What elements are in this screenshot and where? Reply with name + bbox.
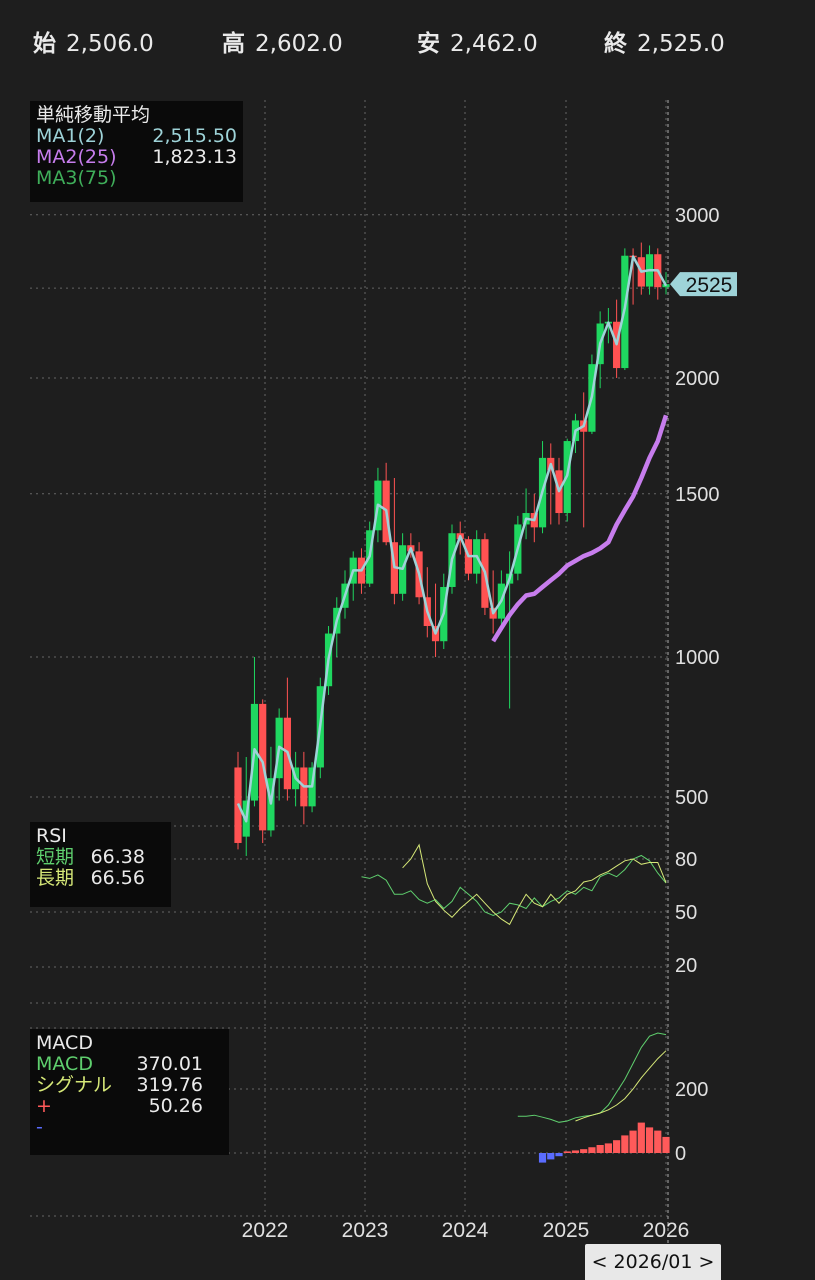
macd-histogram-bar bbox=[637, 1122, 645, 1153]
macd-histogram-bar bbox=[613, 1140, 621, 1153]
rsi-long-row: 長期 66.56 bbox=[36, 867, 145, 889]
date-navigator[interactable]: < 2026/01 > bbox=[585, 1244, 721, 1280]
ma1-row: MA1(2) 2,515.50 bbox=[36, 125, 237, 147]
last-price-label: 2525 bbox=[686, 274, 733, 297]
macd-histogram-bar bbox=[571, 1150, 580, 1153]
macd-histogram-bar bbox=[555, 1153, 563, 1157]
rsi-tick-label: 20 bbox=[675, 955, 697, 977]
macd-histogram-bar bbox=[588, 1147, 596, 1153]
rsi-short-line bbox=[361, 854, 667, 917]
macd-histogram-bar bbox=[547, 1153, 555, 1160]
ma-legend: 単純移動平均 MA1(2) 2,515.50 MA2(25) 1,823.13 MA… bbox=[30, 101, 243, 202]
ma1-line bbox=[236, 255, 668, 823]
signal-row: シグナル 319.76 bbox=[36, 1074, 203, 1096]
high-value: 高 2,602.0 bbox=[222, 31, 343, 57]
macd-histogram-bar bbox=[621, 1135, 629, 1153]
macd-histogram-bar bbox=[654, 1130, 662, 1153]
open-value: 始 2,506.0 bbox=[33, 31, 154, 57]
ma2-line bbox=[491, 414, 669, 643]
ma2-row: MA2(25) 1,823.13 bbox=[36, 146, 237, 168]
macd-tick-label: 0 bbox=[675, 1143, 686, 1165]
price-tick-label: 1000 bbox=[675, 647, 720, 669]
macd-line bbox=[517, 1032, 667, 1123]
rsi-tick-label: 50 bbox=[675, 902, 697, 924]
macd-histogram-bar bbox=[538, 1153, 547, 1163]
x-tick-label: 2024 bbox=[442, 1219, 489, 1242]
ohlc-header: 始 2,506.0 高 2,602.0 安 2,462.0 終 2,525.0 bbox=[0, 0, 815, 84]
macd-histogram-bar bbox=[604, 1143, 612, 1153]
macd-histogram-bar bbox=[563, 1151, 571, 1153]
macd-histogram-bar bbox=[596, 1145, 604, 1153]
ma3-row: MA3(75) bbox=[36, 167, 117, 189]
macd-histogram-bar bbox=[662, 1136, 670, 1153]
plus-row: +50.26 bbox=[36, 1095, 203, 1117]
macd-tick-label: 200 bbox=[675, 1079, 708, 1101]
close-value: 終 2,525.0 bbox=[604, 31, 725, 57]
ma-legend-title: 単純移動平均 bbox=[36, 104, 151, 126]
x-tick-label: 2022 bbox=[242, 1219, 289, 1242]
macd-legend: MACD MACD 370.01 シグナル 319.76 +50.26 - bbox=[30, 1029, 229, 1155]
rsi-legend-title: RSI bbox=[36, 825, 67, 847]
low-value: 安 2,462.0 bbox=[417, 31, 538, 57]
rsi-legend: RSI 短期 66.38 長期 66.56 bbox=[30, 822, 171, 907]
macd-legend-title: MACD bbox=[36, 1032, 93, 1054]
price-tick-label: 2000 bbox=[675, 368, 720, 390]
price-tick-label: 500 bbox=[675, 787, 708, 809]
x-tick-label: 2025 bbox=[543, 1219, 590, 1242]
rsi-short-row: 短期 66.38 bbox=[36, 846, 145, 868]
minus-row: - bbox=[36, 1116, 43, 1138]
macd-histogram-bar bbox=[629, 1130, 637, 1153]
macd-histogram-bar bbox=[645, 1127, 654, 1153]
macd-row: MACD 370.01 bbox=[36, 1053, 203, 1075]
price-tick-label: 3000 bbox=[675, 205, 720, 227]
rsi-tick-label: 80 bbox=[675, 849, 697, 871]
price-tick-label: 1500 bbox=[675, 484, 720, 506]
x-tick-label: 2023 bbox=[342, 1219, 389, 1242]
rsi-long-line bbox=[402, 843, 667, 926]
last-price-tag bbox=[670, 272, 737, 297]
signal-line bbox=[575, 1050, 667, 1122]
x-tick-label: 2026 bbox=[643, 1219, 690, 1242]
macd-histogram-bar bbox=[580, 1149, 588, 1153]
